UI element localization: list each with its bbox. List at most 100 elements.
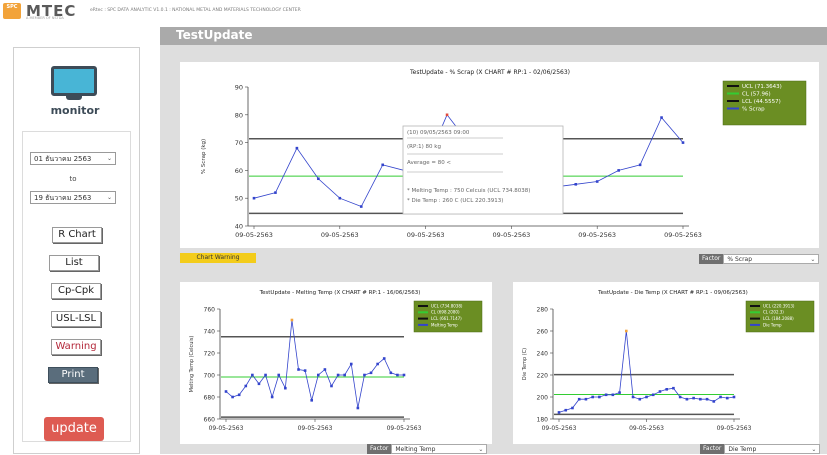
data-point	[277, 373, 281, 377]
warning-button[interactable]: Warning	[51, 339, 101, 355]
y-axis-label: % Scrap (kg)	[201, 139, 207, 174]
x-tick-label: 09-05-2563	[298, 425, 333, 432]
data-point	[574, 183, 578, 186]
spc-logo: SPC	[3, 3, 21, 19]
date-from-value: 01 ธันวาคม 2563	[34, 155, 92, 163]
y-tick-label: 40	[235, 223, 243, 231]
data-point	[290, 318, 294, 322]
factor-label: Factor	[700, 444, 725, 454]
legend-label: LCL (184.2088)	[763, 316, 794, 321]
chart-warning-badge[interactable]: Chart Warning	[180, 253, 256, 263]
y-tick-label: 90	[235, 84, 243, 92]
data-point	[356, 406, 360, 410]
chart-title: TestUpdate - % Scrap (X CHART # RP:1 - 0…	[409, 69, 570, 76]
data-point	[598, 395, 601, 399]
data-point	[692, 396, 695, 400]
legend-label: CL (57.96)	[742, 91, 771, 97]
update-button[interactable]: update	[44, 417, 104, 441]
data-point	[595, 180, 599, 183]
x-tick-label: 09-05-2563	[235, 231, 273, 239]
data-point	[591, 395, 594, 399]
left-panel	[13, 47, 140, 454]
factor-label: Factor	[367, 444, 392, 454]
factor-value: Die Temp	[728, 446, 757, 453]
data-point	[604, 393, 608, 397]
factor-select-die[interactable]: Factor Die Temp ⌄	[700, 444, 821, 454]
usl-lsl-button[interactable]: USL-LSL	[51, 311, 101, 327]
data-point	[382, 357, 386, 360]
brand-logo: MTEC	[26, 2, 77, 20]
data-point	[330, 384, 333, 388]
y-tick-label: 280	[537, 307, 549, 314]
legend-label: LCL (44.5557)	[742, 99, 781, 105]
factor-value: % Scrap	[727, 256, 753, 263]
date-from-select[interactable]: 01 ธันวาคม 2563 ⌄	[30, 152, 116, 165]
data-point	[625, 329, 628, 333]
x-tick-label: 09-05-2563	[717, 425, 752, 432]
brand-subtitle: A MEMBER OF NSTDA	[26, 16, 64, 20]
y-tick-label: 260	[537, 329, 549, 336]
data-point	[349, 362, 353, 366]
data-point	[705, 397, 709, 401]
print-button[interactable]: Print	[48, 367, 98, 383]
tooltip-line: * Die Temp : 260 C (UCL 220.3913)	[407, 198, 503, 204]
factor-label: Factor	[699, 254, 724, 264]
y-axis-label: Melting Temp (Celcuis)	[189, 336, 195, 393]
data-point	[264, 373, 267, 377]
y-tick-label: 760	[204, 307, 216, 314]
die-temp-chart-card: TestUpdate - Die Temp (X CHART # RP:1 - …	[513, 282, 819, 444]
y-tick-label: 50	[235, 195, 243, 203]
data-point	[712, 400, 716, 403]
scrap-chart: TestUpdate - % Scrap (X CHART # RP:1 - 0…	[201, 69, 807, 239]
melting-temp-chart-card: TestUpdate - Melting Temp (X CHART # RP:…	[180, 282, 492, 444]
data-point	[297, 368, 300, 371]
data-point	[638, 397, 642, 401]
data-point	[732, 395, 736, 399]
data-point	[672, 386, 675, 390]
page-title-bar	[160, 27, 827, 45]
y-tick-label: 740	[204, 329, 216, 336]
legend-label: CL (202.3)	[763, 310, 784, 315]
cp-cpk-button[interactable]: Cp-Cpk	[51, 283, 101, 299]
y-tick-label: 60	[235, 167, 243, 175]
data-point	[270, 395, 274, 399]
tooltip-line: Average = 80 <	[407, 160, 451, 166]
date-to-select[interactable]: 19 ธันวาคม 2563 ⌄	[30, 191, 116, 204]
chart-title: TestUpdate - Die Temp (X CHART # RP:1 - …	[597, 290, 748, 296]
data-point	[244, 384, 248, 388]
data-point	[651, 393, 655, 397]
factor-select-melt[interactable]: Factor Melting Temp ⌄	[367, 444, 488, 454]
data-point	[376, 362, 379, 366]
legend-label: Melting Temp	[431, 322, 458, 327]
chevron-down-icon: ⌄	[106, 155, 112, 162]
organization-text: eRtec : SPC DATA ANALYTIC V1.0.1 : NATIO…	[90, 8, 301, 13]
legend-label: CL (698.2080)	[431, 310, 460, 315]
monitor-icon[interactable]	[51, 66, 97, 96]
y-tick-label: 700	[204, 373, 216, 380]
r-chart-button[interactable]: R Chart	[52, 227, 102, 243]
factor-select-main[interactable]: Factor% Scrap ⌄	[699, 254, 820, 264]
list-button[interactable]: List	[49, 255, 99, 271]
y-tick-label: 660	[204, 417, 216, 424]
data-point	[645, 395, 648, 399]
to-label: to	[69, 175, 77, 183]
data-point	[665, 388, 668, 391]
data-point	[343, 373, 346, 377]
chevron-down-icon: ⌄	[810, 256, 816, 263]
legend-label: UCL (220.3913)	[763, 303, 795, 308]
data-point	[359, 205, 363, 208]
series-line	[225, 319, 404, 409]
chevron-down-icon: ⌄	[811, 446, 817, 453]
data-point	[310, 399, 314, 402]
data-point	[557, 411, 561, 414]
x-tick-label: 09-05-2563	[407, 231, 445, 239]
chevron-down-icon: ⌄	[106, 194, 112, 201]
legend-label: % Scrap	[742, 106, 765, 112]
top-bar	[0, 0, 827, 22]
data-point	[611, 393, 615, 397]
data-point	[317, 177, 320, 181]
data-point	[719, 395, 722, 399]
data-point	[338, 196, 342, 200]
tooltip-line: (RP:1) 80 kg	[407, 144, 441, 150]
data-point	[571, 406, 574, 410]
